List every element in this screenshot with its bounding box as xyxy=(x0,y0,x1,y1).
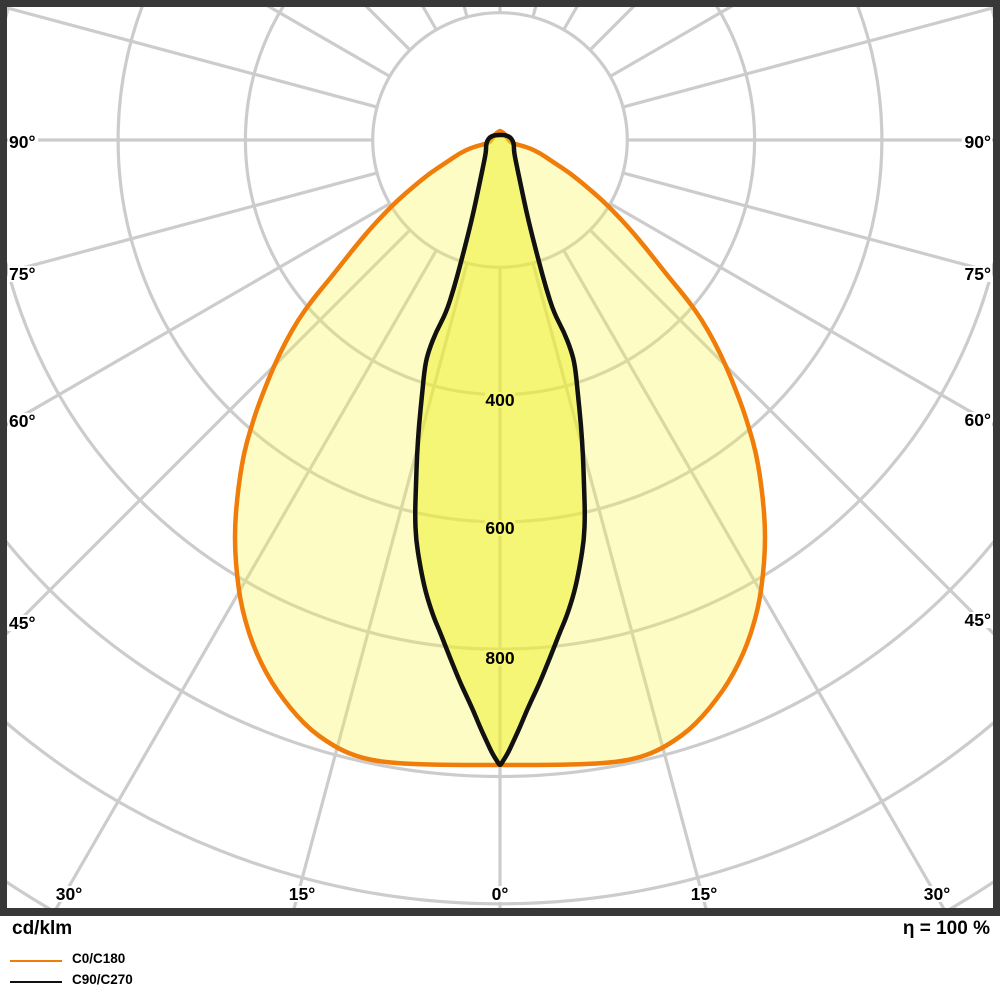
angle-label: 45° xyxy=(965,610,991,630)
angle-label-halo xyxy=(921,886,953,902)
angle-label-halo xyxy=(8,615,39,631)
grid-spoke xyxy=(7,202,391,427)
frame-top xyxy=(0,0,1000,7)
legend-label-c0-c180: C0/C180 xyxy=(72,951,126,966)
grid-spoke xyxy=(588,7,636,52)
grid-spoke xyxy=(7,171,378,274)
grid-spoke xyxy=(364,7,412,52)
grid-spoke xyxy=(609,7,734,78)
angle-label-halo xyxy=(8,266,39,282)
angle-label-halo xyxy=(961,412,992,428)
ring-value-label: 600 xyxy=(485,518,514,538)
efficiency-label: η = 100 % xyxy=(902,918,990,939)
grid-spoke xyxy=(609,202,993,427)
grid-spoke xyxy=(588,228,993,636)
legend-item-c0-c180: C0/C180 xyxy=(0,948,400,969)
angle-label: 45° xyxy=(9,613,35,633)
angle-label-halo xyxy=(286,886,318,902)
grid-spoke xyxy=(562,249,946,908)
angle-label: 30° xyxy=(924,884,950,904)
unit-label: cd/klm xyxy=(12,918,73,939)
grid-spoke xyxy=(7,228,412,636)
angle-label-halo xyxy=(8,413,39,429)
grid-spoke xyxy=(622,7,993,109)
angle-label-halo xyxy=(688,886,720,902)
angle-label-halo xyxy=(8,134,39,150)
angle-label: 30° xyxy=(56,884,82,904)
curve-c90-c270 xyxy=(413,132,587,767)
angle-label: 90° xyxy=(9,132,35,152)
angle-label: 60° xyxy=(9,411,35,431)
frame-bottom-bar xyxy=(0,908,1000,916)
angle-label: 75° xyxy=(965,264,991,284)
legend-item-c90-c270: C90/C270 xyxy=(0,969,400,990)
legend-line-c0-c180-icon xyxy=(10,960,62,962)
angle-label-halo xyxy=(53,886,85,902)
ring-value-label: 400 xyxy=(485,390,514,410)
legend-line-c90-c270-icon xyxy=(10,981,62,983)
frame-left xyxy=(0,0,7,916)
ring-value-label-halo xyxy=(484,392,516,408)
grid-spoke xyxy=(7,7,378,109)
frame-right xyxy=(993,0,1000,916)
ring-value-label-halo xyxy=(484,520,516,536)
ring-value-label: 800 xyxy=(485,648,514,668)
grid-spoke xyxy=(292,262,469,908)
grid-spoke xyxy=(531,262,708,908)
angle-label-halo xyxy=(961,134,992,150)
angle-label-halo xyxy=(961,612,992,628)
grid-spoke xyxy=(622,171,993,274)
angle-label: 75° xyxy=(9,264,35,284)
angle-label: 90° xyxy=(965,132,991,152)
angle-label: 0° xyxy=(492,884,509,904)
angle-label-halo xyxy=(961,266,992,282)
ring-value-label-halo xyxy=(484,650,516,666)
angle-label: 15° xyxy=(691,884,717,904)
angle-label-halo xyxy=(489,886,511,902)
grid-spoke xyxy=(54,249,438,908)
grid-spoke xyxy=(266,7,391,78)
legend-label-c90-c270: C90/C270 xyxy=(72,972,133,987)
angle-label: 15° xyxy=(289,884,315,904)
legend: C0/C180 C90/C270 xyxy=(0,948,400,990)
angle-label: 60° xyxy=(965,410,991,430)
